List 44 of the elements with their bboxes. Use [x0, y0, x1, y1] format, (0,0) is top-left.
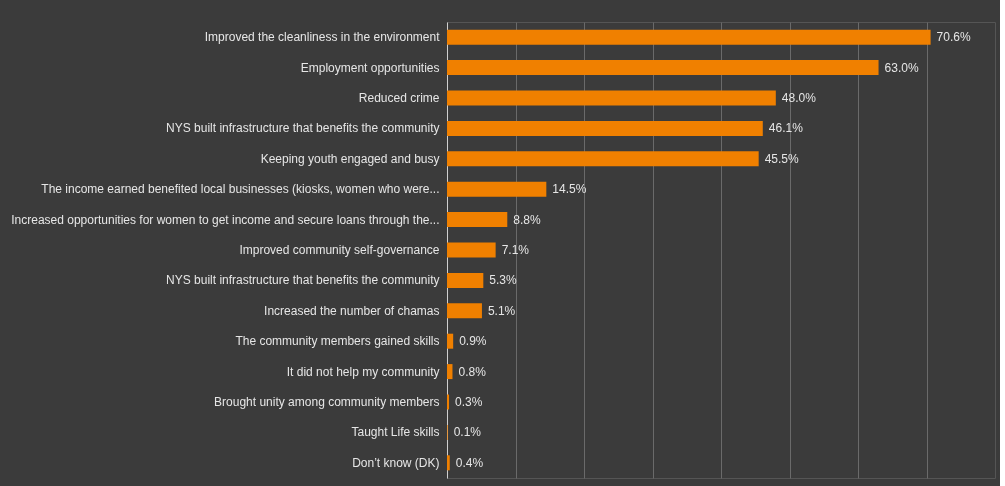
bar: [447, 272, 484, 288]
y-tick-label: Brought unity among community members: [214, 395, 440, 409]
data-label: 46.1%: [768, 121, 804, 136]
y-tick-label: Reduced crime: [358, 91, 440, 105]
bar: [447, 364, 453, 380]
data-label: 0.8%: [458, 364, 487, 379]
data-label: 48.0%: [781, 91, 817, 105]
bar: [447, 394, 450, 410]
bar: [447, 212, 508, 228]
y-tick-label: Increased opportunities for women to get income and secure loans through the...: [11, 212, 440, 227]
y-tick-label: It did not help my community: [286, 364, 440, 379]
y-tick-label: NYS built infrastructure that benefits the community: [166, 273, 440, 288]
y-tick-label: Keeping youth engaged and busy: [260, 151, 440, 166]
bar: [447, 242, 496, 258]
bar: [447, 151, 759, 167]
data-label: 7.1%: [501, 243, 530, 257]
data-label: 5.3%: [489, 273, 517, 288]
data-label: 0.9%: [459, 334, 487, 349]
bar: [447, 90, 776, 106]
bar: [447, 29, 931, 45]
y-tick-label: NYS built infrastructure that benefits the community: [166, 121, 440, 136]
bar: [447, 120, 763, 136]
y-tick-label: The income earned benefited local businesses (kiosks, women who were...: [41, 182, 440, 197]
bar: [447, 181, 547, 197]
data-label: 63.0%: [884, 60, 919, 75]
data-label: 70.6%: [936, 30, 971, 45]
data-label: 5.1%: [487, 303, 516, 318]
y-tick-label: The community members gained skills: [235, 334, 440, 349]
y-tick-label: Employment opportunities: [300, 60, 440, 75]
y-tick-label: Taught Life skills: [351, 425, 440, 440]
bar: [447, 60, 879, 76]
bar: [447, 333, 454, 349]
data-label: 0.1%: [453, 425, 482, 440]
data-label: 8.8%: [513, 212, 541, 227]
data-label: 45.5%: [764, 151, 800, 166]
bar: [447, 303, 482, 319]
y-tick-label: Improved community self-governance: [239, 243, 440, 257]
data-label: 14.5%: [552, 182, 587, 197]
y-tick-label: Increased the number of chamas: [264, 303, 440, 318]
bar: [447, 455, 450, 471]
y-tick-label: Improved the cleanliness in the environment: [204, 30, 441, 45]
data-label: 0.4%: [455, 455, 484, 470]
y-tick-label: Don’t know (DK): [352, 455, 440, 470]
data-label: 0.3%: [455, 395, 483, 409]
